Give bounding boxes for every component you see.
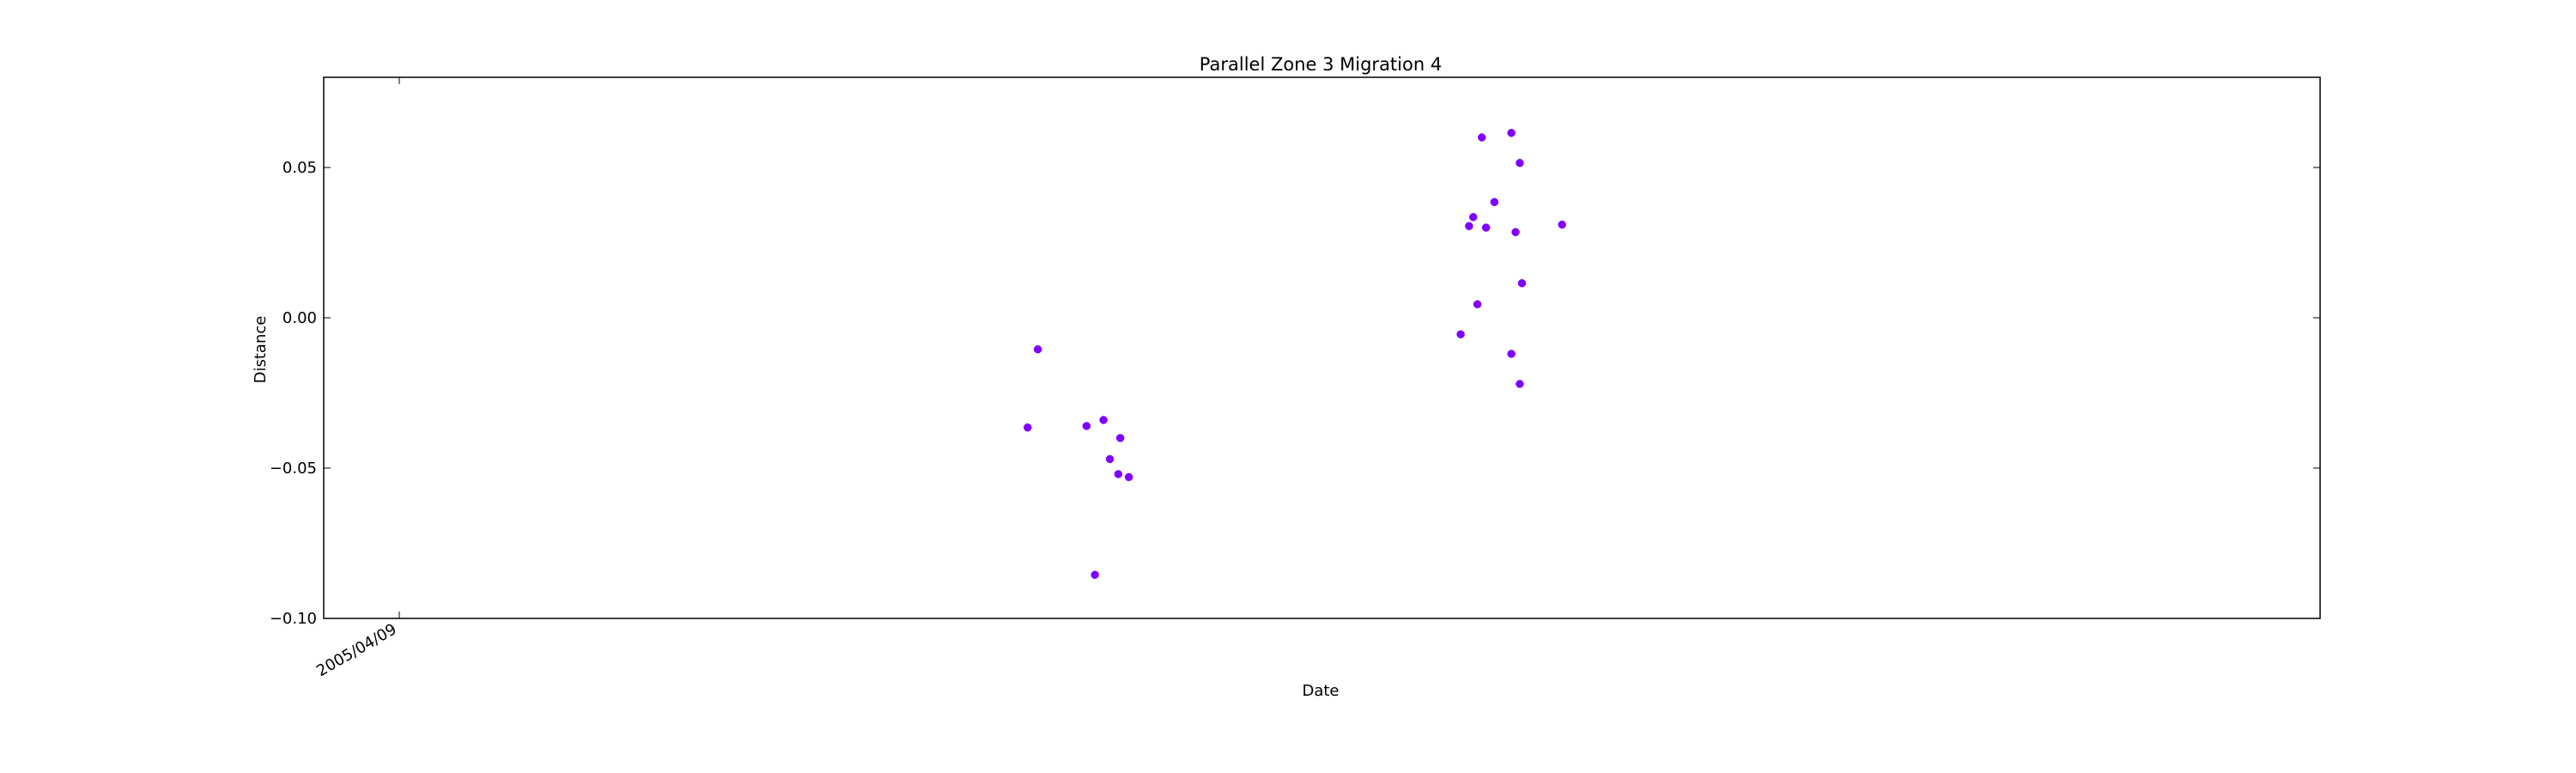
data-point	[1114, 470, 1123, 478]
y-tick-label: −0.05	[270, 460, 317, 478]
data-point	[1477, 133, 1486, 142]
data-point	[1516, 159, 1524, 167]
plot-frame	[323, 76, 2321, 619]
y-tick-label: 0.05	[283, 159, 317, 177]
y-tick-label: −0.10	[270, 610, 317, 628]
data-point	[1033, 345, 1042, 354]
data-point	[1456, 330, 1465, 338]
data-point	[1511, 228, 1520, 236]
data-point	[1507, 350, 1516, 358]
x-axis-label: Date	[1302, 682, 1339, 700]
x-tick-label: 2005/04/09	[313, 620, 399, 680]
data-point	[1517, 279, 1527, 288]
data-point	[1516, 380, 1524, 388]
data-point	[1507, 129, 1516, 137]
data-point	[1465, 222, 1473, 230]
chart-title: Parallel Zone 3 Migration 4	[1200, 54, 1442, 75]
data-point	[1490, 198, 1499, 206]
data-point	[1473, 300, 1482, 308]
data-point	[1115, 434, 1125, 442]
y-tick-label: 0.00	[283, 309, 317, 327]
data-point	[1024, 423, 1032, 432]
data-point	[1082, 422, 1091, 430]
data-point	[1558, 220, 1566, 229]
data-point	[1105, 454, 1115, 464]
data-point	[1468, 213, 1478, 222]
data-point	[1099, 416, 1108, 424]
data-point	[1124, 472, 1133, 482]
data-point	[1481, 223, 1491, 232]
data-point	[1091, 570, 1099, 579]
y-axis-label: Distance	[252, 316, 270, 384]
data-points	[1024, 129, 1566, 579]
